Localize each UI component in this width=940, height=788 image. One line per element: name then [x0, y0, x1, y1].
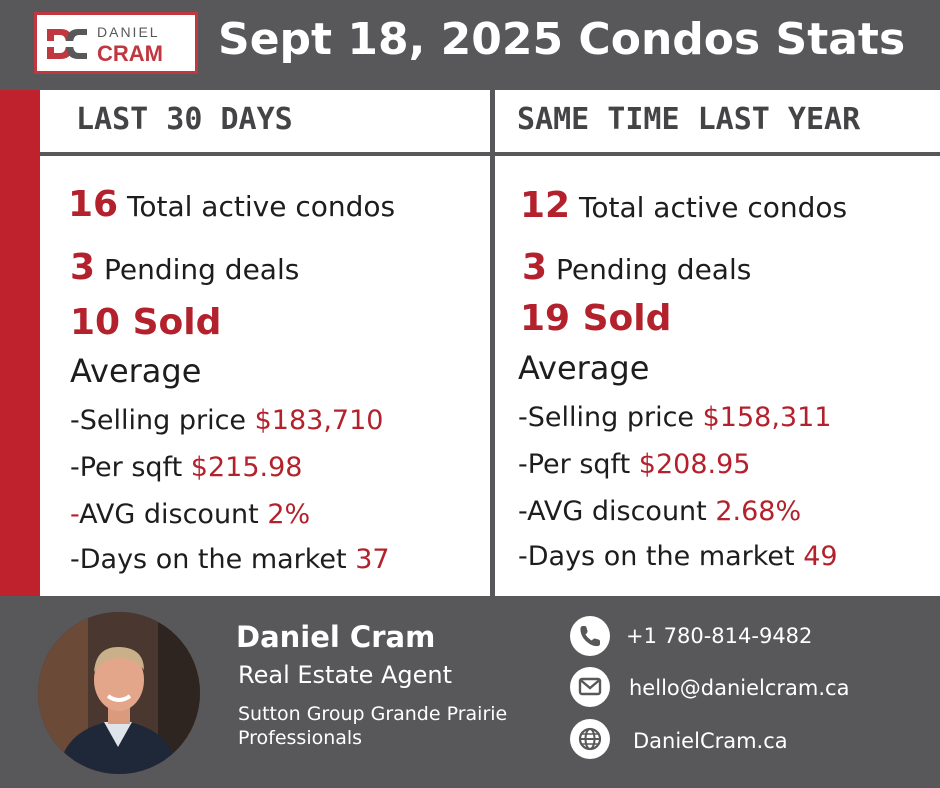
- agent-photo: [38, 612, 200, 774]
- right-discount-label: -AVG discount: [518, 496, 707, 527]
- email-address[interactable]: hello@danielcram.ca: [629, 676, 850, 700]
- brand-logo: DANIEL CRAM: [34, 12, 198, 74]
- left-heading: LAST 30 DAYS: [76, 102, 293, 137]
- right-selling-value: $158,311: [702, 402, 832, 433]
- right-selling-label: -Selling price: [518, 402, 695, 433]
- right-active-row: 12 Total active condos: [520, 185, 847, 226]
- left-sqft-label: -Per sqft: [70, 452, 183, 483]
- left-active-count: 16: [68, 184, 119, 225]
- left-active-row: 16 Total active condos: [68, 184, 395, 225]
- left-selling-label: -Selling price: [70, 405, 247, 436]
- left-selling-row: -Selling price $183,710: [70, 405, 383, 436]
- accent-bar: [0, 90, 40, 596]
- right-discount-value: 2.68%: [715, 496, 802, 527]
- right-sqft-row: -Per sqft $208.95: [518, 449, 750, 480]
- right-average-title: Average: [518, 349, 650, 387]
- right-panel: [495, 90, 940, 596]
- phone-icon: [570, 616, 610, 656]
- left-days-label: -Days on the market: [70, 544, 347, 575]
- right-selling-row: -Selling price $158,311: [518, 402, 831, 433]
- globe-icon: [570, 719, 610, 759]
- right-days-value: 49: [803, 541, 838, 572]
- left-sqft-value: $215.98: [190, 452, 303, 483]
- right-active-count: 12: [520, 185, 571, 226]
- page-title: Sept 18, 2025 Condos Stats: [218, 14, 906, 65]
- left-discount-row: -AVG discount 2%: [70, 499, 310, 530]
- logo-first-name: DANIEL: [97, 24, 160, 40]
- left-active-label: Total active condos: [127, 190, 396, 223]
- left-discount-label: AVG discount: [79, 499, 259, 530]
- right-sqft-label: -Per sqft: [518, 449, 631, 480]
- left-selling-value: $183,710: [254, 405, 384, 436]
- left-panel: [40, 90, 490, 596]
- left-average-title: Average: [70, 352, 202, 390]
- left-days-value: 37: [355, 544, 390, 575]
- right-pending-row: 3 Pending deals: [522, 247, 751, 288]
- mail-icon: [570, 667, 610, 707]
- right-sqft-value: $208.95: [638, 449, 751, 480]
- right-pending-count: 3: [522, 247, 548, 288]
- right-active-label: Total active condos: [579, 191, 848, 224]
- left-pending-label: Pending deals: [103, 253, 300, 286]
- right-pending-label: Pending deals: [555, 253, 752, 286]
- agent-company: Sutton Group Grande Prairie Professional…: [238, 702, 507, 750]
- company-line-1: Sutton Group Grande Prairie: [238, 703, 508, 725]
- agent-portrait-icon: [38, 612, 200, 774]
- column-divider: [490, 90, 495, 596]
- logo-last-name: CRAM: [97, 41, 163, 66]
- website-url[interactable]: DanielCram.ca: [633, 729, 788, 753]
- left-discount-value: 2%: [267, 499, 311, 530]
- agent-role: Real Estate Agent: [238, 661, 452, 689]
- phone-number[interactable]: +1 780-814-9482: [626, 624, 813, 648]
- left-pending-row: 3 Pending deals: [70, 247, 299, 288]
- right-sold: 19 Sold: [520, 298, 672, 339]
- right-days-row: -Days on the market 49: [518, 541, 838, 572]
- right-heading: SAME TIME LAST YEAR: [517, 102, 861, 137]
- left-pending-count: 3: [70, 247, 96, 288]
- left-sqft-row: -Per sqft $215.98: [70, 452, 302, 483]
- left-days-row: -Days on the market 37: [70, 544, 390, 575]
- logo-mark-icon: [45, 29, 89, 59]
- left-discount-dash: -: [70, 499, 80, 530]
- right-discount-row: -AVG discount 2.68%: [518, 496, 801, 527]
- company-line-2: Professionals: [238, 727, 363, 749]
- heading-divider: [40, 152, 940, 156]
- left-sold: 10 Sold: [70, 302, 222, 343]
- agent-name: Daniel Cram: [236, 620, 436, 654]
- right-days-label: -Days on the market: [518, 541, 795, 572]
